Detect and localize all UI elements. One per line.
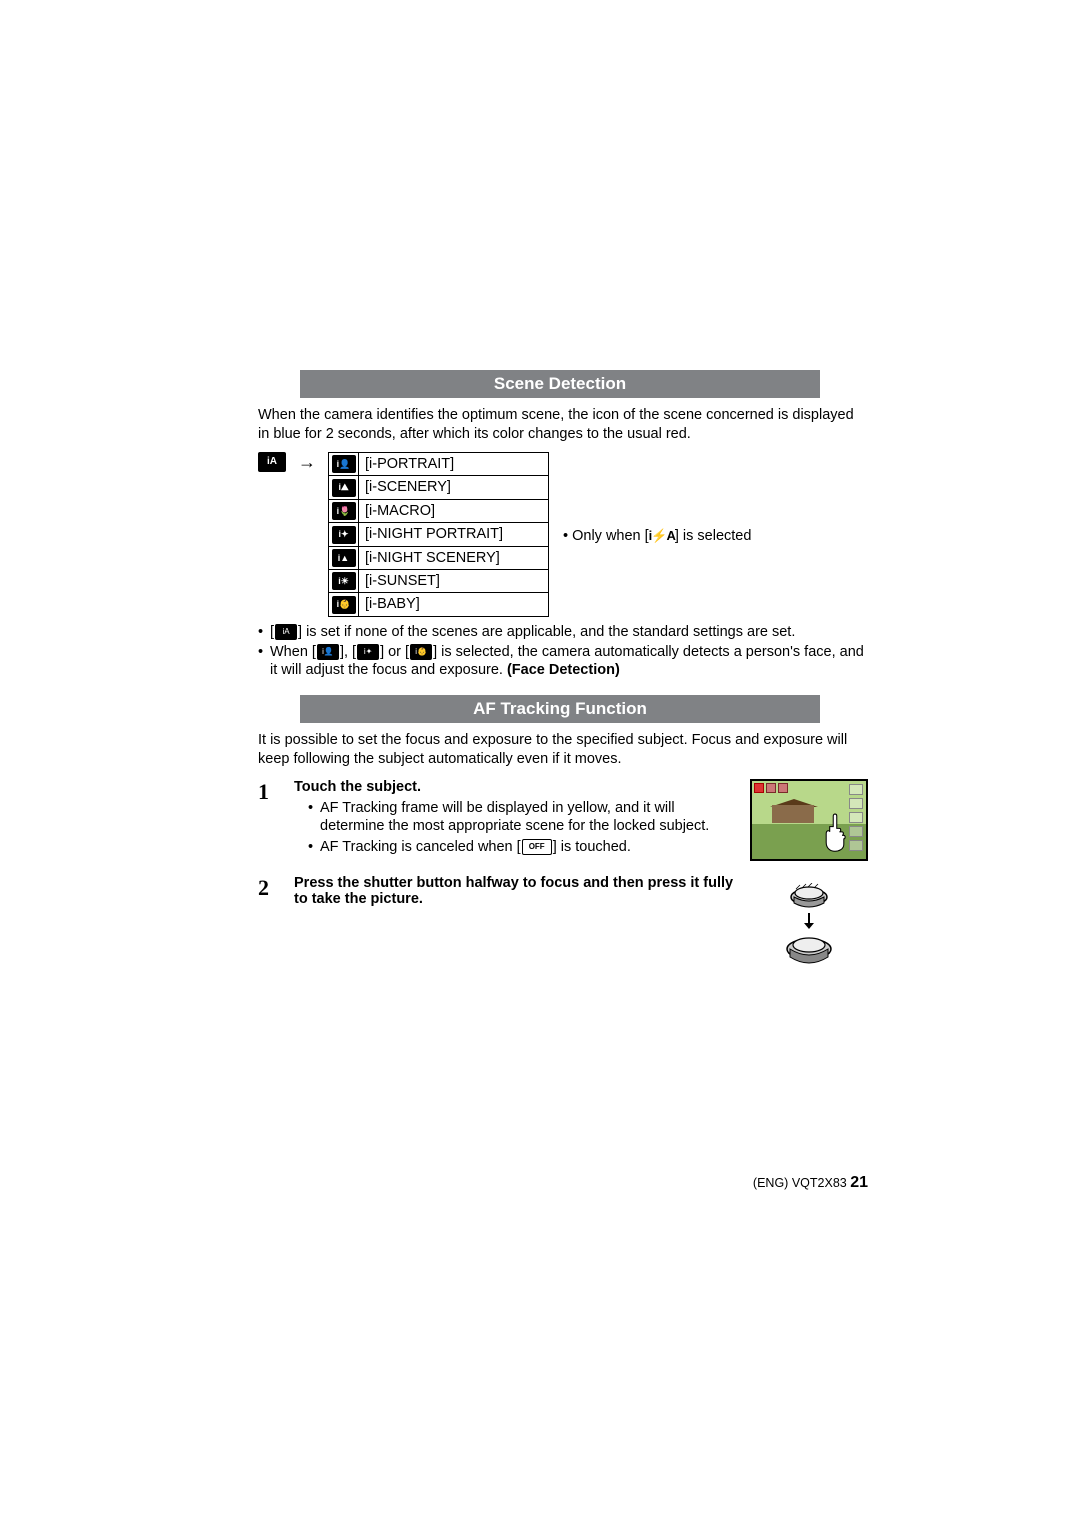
scene-icon: i👶 bbox=[332, 596, 356, 614]
scene-label: [i-SUNSET] bbox=[359, 569, 549, 593]
scene-notes: • [iA] is set if none of the scenes are … bbox=[258, 623, 868, 679]
scene-row: i🌷[i-MACRO] bbox=[329, 499, 549, 523]
step-2: 2 Press the shutter button halfway to fo… bbox=[258, 875, 868, 978]
off-button-icon: OFF bbox=[522, 839, 552, 855]
scene-label: [i-NIGHT SCENERY] bbox=[359, 546, 549, 569]
scene-label: [i-PORTRAIT] bbox=[359, 452, 549, 476]
touch-hand-icon bbox=[816, 809, 854, 853]
scene-row: i👤[i-PORTRAIT] bbox=[329, 452, 549, 476]
scene-icon: i☀ bbox=[332, 572, 356, 590]
arrow-icon: → bbox=[298, 452, 316, 472]
step-1-title: Touch the subject. bbox=[294, 779, 740, 795]
baby-inline-icon: i👶 bbox=[410, 644, 432, 660]
scene-row: i👶[i-BABY] bbox=[329, 593, 549, 617]
af-tracking-intro: It is possible to set the focus and expo… bbox=[258, 731, 868, 769]
scene-icon: i⛰ bbox=[332, 479, 356, 497]
flash-auto-icon: i⚡A bbox=[649, 528, 675, 543]
shutter-press-icon bbox=[774, 883, 844, 978]
scene-icon: i👤 bbox=[332, 455, 356, 473]
touch-subject-thumbnail bbox=[750, 779, 868, 861]
scene-label: [i-MACRO] bbox=[359, 499, 549, 523]
night-portrait-inline-icon: i✦ bbox=[357, 644, 379, 660]
scene-label: [i-BABY] bbox=[359, 593, 549, 617]
scene-row: i▲[i-NIGHT SCENERY] bbox=[329, 546, 549, 569]
step-1-sub-2: AF Tracking is canceled when [OFF] is to… bbox=[320, 838, 631, 856]
step-number: 2 bbox=[258, 875, 294, 978]
step-1: 1 Touch the subject. •AF Tracking frame … bbox=[258, 779, 868, 861]
scene-row: i⛰[i-SCENERY] bbox=[329, 476, 549, 500]
ia-inline-icon: iA bbox=[275, 624, 297, 640]
scene-label: [i-NIGHT PORTRAIT] bbox=[359, 523, 549, 547]
scene-label: [i-SCENERY] bbox=[359, 476, 549, 500]
scene-detection-header: Scene Detection bbox=[300, 370, 820, 398]
af-tracking-header: AF Tracking Function bbox=[300, 695, 820, 723]
scene-icon: i🌷 bbox=[332, 502, 356, 520]
scene-table: i👤[i-PORTRAIT]i⛰[i-SCENERY]i🌷[i-MACRO]i✦… bbox=[328, 452, 549, 617]
step-2-title: Press the shutter button halfway to focu… bbox=[294, 875, 740, 907]
ia-mode-icon: iA bbox=[258, 452, 286, 472]
scene-icon: i✦ bbox=[332, 526, 356, 544]
page-footer: (ENG) VQT2X83 21 bbox=[753, 1174, 868, 1192]
scene-detection-intro: When the camera identifies the optimum s… bbox=[258, 406, 868, 444]
scene-icon: i▲ bbox=[332, 549, 356, 567]
night-portrait-note: • Only when [i⚡A] is selected bbox=[563, 528, 751, 544]
steps-list: 1 Touch the subject. •AF Tracking frame … bbox=[258, 779, 868, 978]
scene-row: i☀[i-SUNSET] bbox=[329, 569, 549, 593]
manual-page: Scene Detection When the camera identifi… bbox=[258, 370, 868, 992]
scene-mapping: iA → i👤[i-PORTRAIT]i⛰[i-SCENERY]i🌷[i-MAC… bbox=[258, 452, 868, 617]
scene-row: i✦[i-NIGHT PORTRAIT] bbox=[329, 523, 549, 547]
portrait-inline-icon: i👤 bbox=[317, 644, 339, 660]
step-number: 1 bbox=[258, 779, 294, 861]
step-1-sub-1: AF Tracking frame will be displayed in y… bbox=[320, 799, 740, 835]
